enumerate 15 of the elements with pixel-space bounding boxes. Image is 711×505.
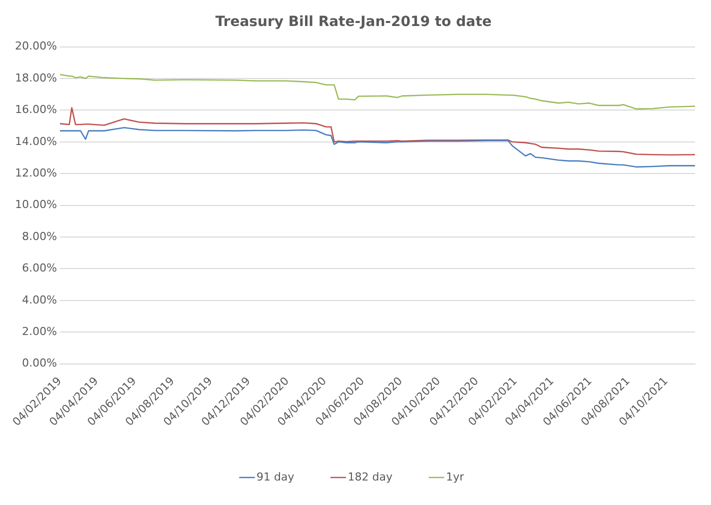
y-tick-label: 14.00% bbox=[14, 134, 57, 148]
legend-label: 91 day bbox=[256, 470, 295, 484]
y-tick-label: 0.00% bbox=[22, 356, 57, 370]
legend-label: 182 day bbox=[348, 470, 393, 484]
y-tick-label: 2.00% bbox=[22, 324, 57, 338]
y-tick-label: 12.00% bbox=[14, 166, 57, 180]
y-tick-label: 18.00% bbox=[14, 71, 57, 84]
y-tick-label: 4.00% bbox=[22, 293, 57, 306]
y-tick-label: 6.00% bbox=[22, 262, 57, 275]
legend-label: 1yr bbox=[446, 470, 464, 484]
y-tick-label: 20.00% bbox=[14, 40, 57, 53]
y-tick-label: 8.00% bbox=[22, 230, 57, 243]
y-tick-label: 16.00% bbox=[14, 103, 57, 116]
chart-title: Treasury Bill Rate-Jan-2019 to date bbox=[215, 14, 492, 30]
y-tick-label: 10.00% bbox=[14, 198, 57, 212]
